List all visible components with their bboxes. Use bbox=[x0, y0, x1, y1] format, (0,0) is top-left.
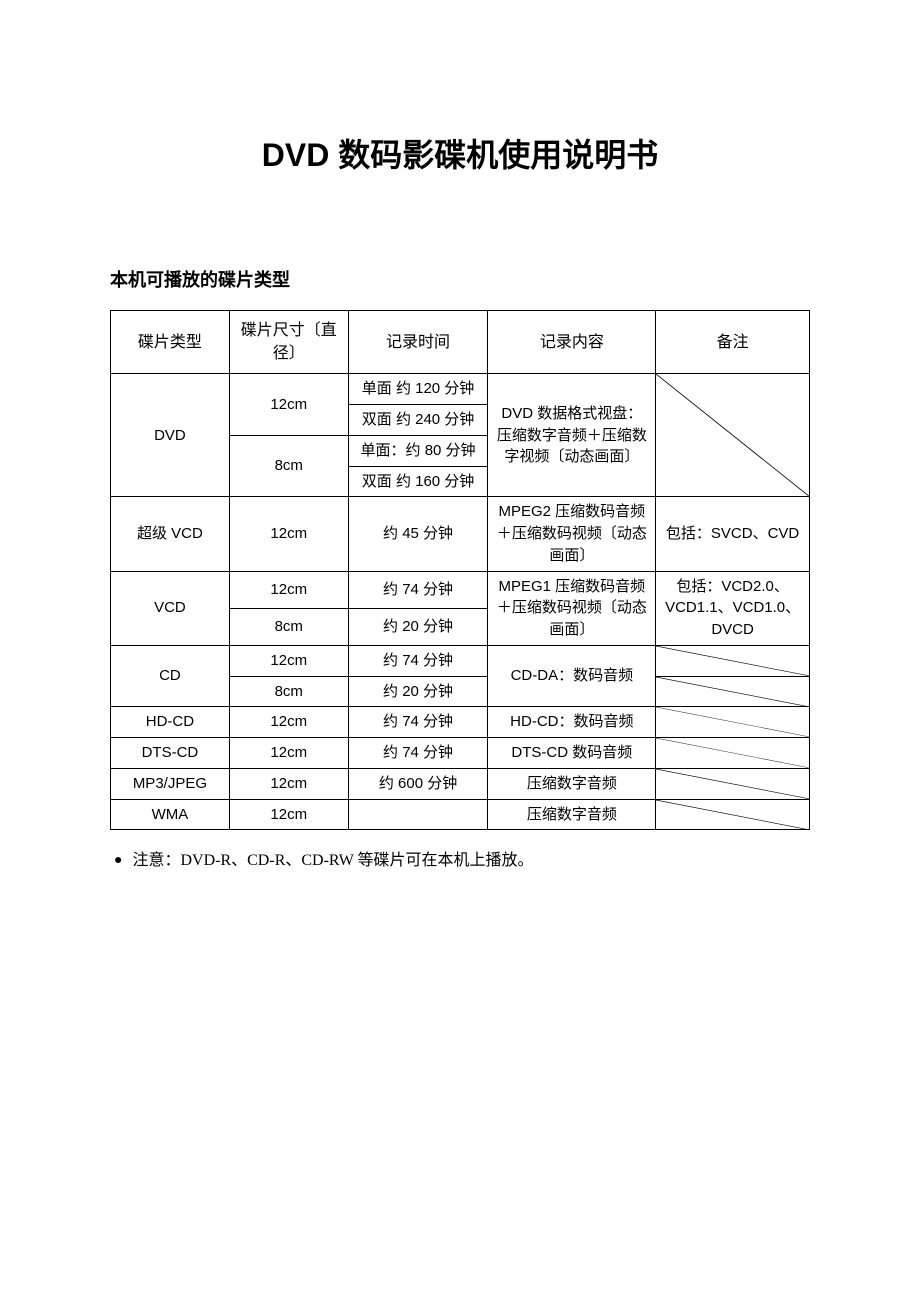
table-row: 超级 VCD 12cm 约 45 分钟 MPEG2 压缩数码音频＋压缩数码视频〔… bbox=[111, 497, 810, 571]
cell-dvd-size12: 12cm bbox=[229, 374, 348, 436]
footnote-text: 注意：DVD-R、CD-R、CD-RW 等碟片可在本机上播放。 bbox=[132, 852, 533, 869]
cell-vcd-size12: 12cm bbox=[229, 571, 348, 608]
diagonal-line-icon bbox=[656, 646, 809, 676]
cell-hdcd-remark-diag bbox=[656, 707, 810, 738]
cell-svcd-label: 超级 VCD bbox=[111, 497, 230, 571]
cell-hdcd-label: HD-CD bbox=[111, 707, 230, 738]
footnote: ● 注意：DVD-R、CD-R、CD-RW 等碟片可在本机上播放。 bbox=[110, 846, 810, 870]
cell-cd-content: CD-DA：数码音频 bbox=[488, 645, 656, 707]
table-row: CD 12cm 约 74 分钟 CD-DA：数码音频 bbox=[111, 645, 810, 676]
cell-cd-remark-diag2 bbox=[656, 676, 810, 707]
cell-vcd-time8: 约 20 分钟 bbox=[348, 608, 488, 645]
th-size: 碟片尺寸〔直径〕 bbox=[229, 311, 348, 374]
cell-wma-remark-diag bbox=[656, 799, 810, 830]
cell-mp3-size: 12cm bbox=[229, 768, 348, 799]
cell-cd-size8: 8cm bbox=[229, 676, 348, 707]
cell-cd-time12: 约 74 分钟 bbox=[348, 645, 488, 676]
cell-wma-label: WMA bbox=[111, 799, 230, 830]
cell-mp3-content: 压缩数字音频 bbox=[488, 768, 656, 799]
cell-dtscd-remark-diag bbox=[656, 738, 810, 769]
cell-cd-label: CD bbox=[111, 645, 230, 707]
cell-svcd-content: MPEG2 压缩数码音频＋压缩数码视频〔动态画面〕 bbox=[488, 497, 656, 571]
cell-dvd-t-double8: 双面 约 160 分钟 bbox=[348, 466, 488, 497]
cell-wma-time bbox=[348, 799, 488, 830]
cell-svcd-remark: 包括：SVCD、CVD bbox=[656, 497, 810, 571]
cell-hdcd-content: HD-CD：数码音频 bbox=[488, 707, 656, 738]
diagonal-line-icon bbox=[656, 677, 809, 707]
cell-hdcd-time: 约 74 分钟 bbox=[348, 707, 488, 738]
cell-dvd-content: DVD 数据格式视盘：压缩数字音频＋压缩数字视频〔动态画面〕 bbox=[488, 374, 656, 497]
table-row: HD-CD 12cm 约 74 分钟 HD-CD：数码音频 bbox=[111, 707, 810, 738]
cell-cd-time8: 约 20 分钟 bbox=[348, 676, 488, 707]
cell-vcd-label: VCD bbox=[111, 571, 230, 645]
cell-cd-remark-diag1 bbox=[656, 645, 810, 676]
bullet-icon: ● bbox=[114, 853, 122, 869]
cell-mp3-label: MP3/JPEG bbox=[111, 768, 230, 799]
cell-dtscd-time: 约 74 分钟 bbox=[348, 738, 488, 769]
th-content: 记录内容 bbox=[488, 311, 656, 374]
cell-svcd-time: 约 45 分钟 bbox=[348, 497, 488, 571]
table-row: WMA 12cm 压缩数字音频 bbox=[111, 799, 810, 830]
cell-vcd-remark: 包括：VCD2.0、VCD1.1、VCD1.0、DVCD bbox=[656, 571, 810, 645]
cell-mp3-remark-diag bbox=[656, 768, 810, 799]
diagonal-line-icon bbox=[656, 374, 809, 496]
table-row: DTS-CD 12cm 约 74 分钟 DTS-CD 数码音频 bbox=[111, 738, 810, 769]
diagonal-line-icon bbox=[656, 769, 809, 799]
diagonal-line-icon bbox=[656, 800, 809, 830]
cell-dvd-size8: 8cm bbox=[229, 435, 348, 497]
table-row: VCD 12cm 约 74 分钟 MPEG1 压缩数码音频＋压缩数码视频〔动态画… bbox=[111, 571, 810, 608]
cell-vcd-time12: 约 74 分钟 bbox=[348, 571, 488, 608]
diagonal-line-icon bbox=[656, 707, 809, 737]
cell-svcd-size: 12cm bbox=[229, 497, 348, 571]
cell-dvd-label: DVD bbox=[111, 374, 230, 497]
page-title: DVD 数码影碟机使用说明书 bbox=[110, 130, 810, 176]
th-remark: 备注 bbox=[656, 311, 810, 374]
page: DVD 数码影碟机使用说明书 本机可播放的碟片类型 碟片类型 碟片尺寸〔直径〕 … bbox=[0, 0, 920, 1302]
cell-dvd-t-single12: 单面 约 120 分钟 bbox=[348, 374, 488, 405]
cell-dvd-t-single8: 单面：约 80 分钟 bbox=[348, 435, 488, 466]
cell-dvd-remark-diagonal bbox=[656, 374, 810, 497]
cell-dvd-t-double12: 双面 约 240 分钟 bbox=[348, 405, 488, 436]
table-row: MP3/JPEG 12cm 约 600 分钟 压缩数字音频 bbox=[111, 768, 810, 799]
cell-hdcd-size: 12cm bbox=[229, 707, 348, 738]
cell-wma-content: 压缩数字音频 bbox=[488, 799, 656, 830]
section-subtitle: 本机可播放的碟片类型 bbox=[110, 266, 810, 292]
th-type: 碟片类型 bbox=[111, 311, 230, 374]
th-time: 记录时间 bbox=[348, 311, 488, 374]
disc-type-table: 碟片类型 碟片尺寸〔直径〕 记录时间 记录内容 备注 DVD 12cm 单面 约… bbox=[110, 310, 810, 830]
cell-wma-size: 12cm bbox=[229, 799, 348, 830]
table-header-row: 碟片类型 碟片尺寸〔直径〕 记录时间 记录内容 备注 bbox=[111, 311, 810, 374]
cell-vcd-content: MPEG1 压缩数码音频＋压缩数码视频〔动态画面〕 bbox=[488, 571, 656, 645]
diagonal-line-icon bbox=[656, 738, 809, 768]
cell-vcd-size8: 8cm bbox=[229, 608, 348, 645]
cell-dtscd-size: 12cm bbox=[229, 738, 348, 769]
cell-dtscd-label: DTS-CD bbox=[111, 738, 230, 769]
cell-mp3-time: 约 600 分钟 bbox=[348, 768, 488, 799]
cell-dtscd-content: DTS-CD 数码音频 bbox=[488, 738, 656, 769]
cell-cd-size12: 12cm bbox=[229, 645, 348, 676]
table-row: DVD 12cm 单面 约 120 分钟 DVD 数据格式视盘：压缩数字音频＋压… bbox=[111, 374, 810, 405]
